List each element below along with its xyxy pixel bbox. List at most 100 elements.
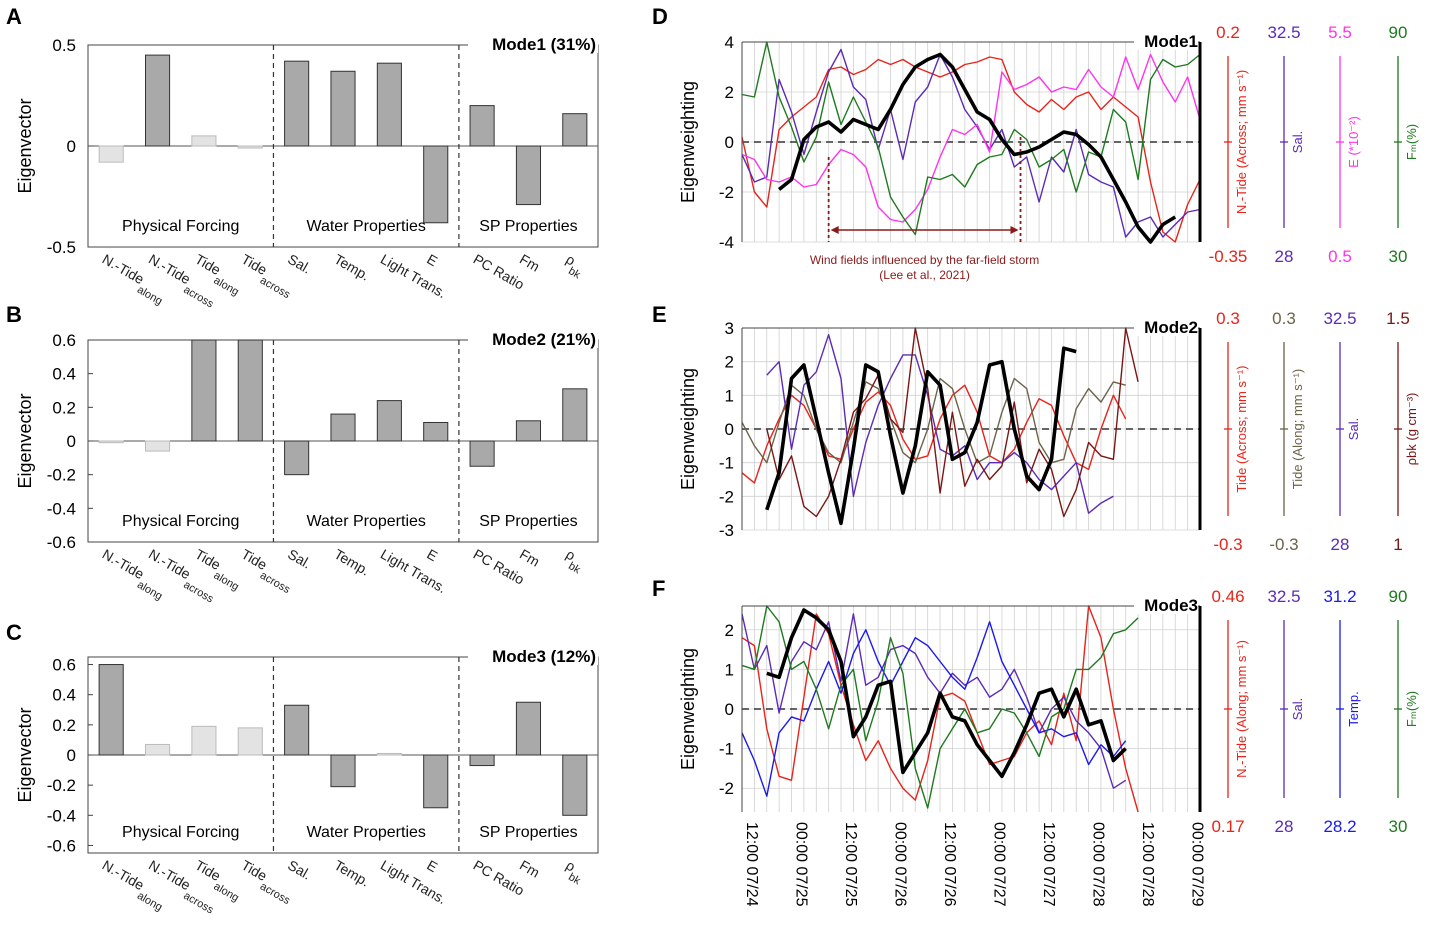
scale-top-value: 90: [1389, 23, 1408, 42]
bar-2: [191, 339, 217, 442]
category-main: PC Ratio: [471, 857, 528, 899]
panel-letter: A: [6, 4, 22, 29]
y-tick-label: -3: [719, 521, 734, 540]
category-label: E: [424, 546, 440, 565]
y-tick-label: 4: [725, 33, 734, 52]
bar-5: [330, 413, 356, 442]
y-tick-label: 2: [725, 353, 734, 372]
y-axis-label: Eigenvector: [15, 393, 35, 488]
category-main: N.-Tide: [146, 251, 193, 288]
y-axis-label: Eigenweighting: [678, 648, 698, 770]
title-background: [1134, 594, 1198, 614]
category-sub: across: [181, 284, 215, 311]
annotation-arrowhead-left: [830, 226, 839, 234]
title-background: [468, 31, 598, 53]
category-main: PC Ratio: [471, 546, 528, 588]
bar-panel-a: A 0.5 0 -0.5 Eigenvector Mode1 (31%) Physical …: [6, 4, 599, 311]
bar-5: [330, 754, 356, 788]
series-line-3: [766, 327, 1139, 518]
category-main: Sal.: [285, 857, 314, 883]
category-main: E: [424, 857, 440, 876]
category-main: Fm: [517, 857, 543, 881]
panel-title: Mode2 (21%): [492, 330, 596, 349]
group-label: SP Properties: [479, 218, 577, 235]
y-tick-label: -2: [719, 487, 734, 506]
group-label: Water Properties: [306, 218, 425, 235]
bar-7: [423, 421, 449, 442]
y-tick-label: -0.4: [47, 806, 76, 825]
left-bar-panels: A 0.5 0 -0.5 Eigenvector Mode1 (31%) Physical …: [6, 4, 599, 917]
bar-9: [515, 420, 542, 442]
scale-label: Temp.: [1346, 691, 1361, 726]
scale-label: N.-Tide (Across; mm s⁻¹): [1234, 70, 1249, 214]
title-background: [1134, 316, 1198, 336]
scale-label: Fₘ(%): [1404, 124, 1419, 160]
group-label: SP Properties: [479, 513, 577, 530]
panel-title: Mode2: [1144, 318, 1198, 337]
bar-0: [98, 664, 124, 756]
scale-label: N.-Tide (Along; mm s⁻¹): [1234, 640, 1249, 778]
series-line-4: [765, 346, 1077, 526]
y-tick-label: 0: [67, 746, 76, 765]
category-sub: along: [135, 890, 164, 914]
category-label: Fm: [517, 857, 543, 881]
bar-9: [515, 145, 542, 206]
date-tick-label: 00:00 07/29: [1189, 822, 1206, 907]
scale-bottom-value: 28: [1331, 535, 1350, 554]
scale-label: Sal.: [1290, 131, 1305, 153]
category-main: N.-Tide: [100, 251, 147, 288]
category-main: Temp.: [332, 857, 373, 890]
panel-title: Mode3: [1144, 596, 1198, 615]
y-axis-label: Eigenvector: [15, 98, 35, 193]
y-tick-label: 0: [725, 700, 734, 719]
scale-label: Tide (Along; mm s⁻¹): [1290, 369, 1305, 490]
bar-10: [562, 113, 588, 147]
category-main: Tide: [192, 857, 223, 884]
y-tick-label: 1: [725, 660, 734, 679]
category-label: Temp.: [332, 251, 373, 284]
bar-7: [423, 754, 449, 809]
scale-bottom-value: 28.2: [1323, 817, 1356, 836]
y-tick-label: 0: [67, 137, 76, 156]
bar-8: [469, 754, 495, 767]
category-label: Fm: [517, 251, 543, 275]
series-line-2: [741, 621, 1127, 797]
y-tick-label: 0.6: [52, 331, 76, 350]
scale-top-value: 0.46: [1211, 587, 1244, 606]
series-line-1: [741, 48, 1201, 238]
category-sub: along: [212, 274, 241, 298]
category-sub: across: [258, 274, 292, 301]
bar-1: [144, 743, 171, 756]
date-tick-label: 12:00 07/28: [1139, 822, 1156, 907]
y-tick-label: 0.6: [52, 656, 76, 675]
scale-bottom-value: 28: [1275, 817, 1294, 836]
title-background: [1134, 30, 1198, 50]
category-sub: across: [258, 880, 292, 907]
category-sub: along: [212, 569, 241, 593]
category-label: Sal.: [285, 857, 314, 883]
group-label: Water Properties: [306, 513, 425, 530]
bar-7: [423, 145, 449, 224]
y-tick-label: -0.2: [47, 776, 76, 795]
scale-label: Sal.: [1290, 698, 1305, 720]
scale-label: ρbk (g cm⁻³): [1404, 393, 1419, 466]
category-main: N.-Tide: [146, 857, 193, 894]
panel-letter: B: [6, 302, 22, 327]
category-main: Fm: [517, 251, 543, 275]
category-sub: across: [181, 890, 215, 917]
date-tick-label: 00:00 07/27: [991, 822, 1008, 907]
group-label: SP Properties: [479, 824, 577, 841]
bar-3: [237, 339, 263, 442]
category-main: Sal.: [285, 251, 314, 277]
panel-letter: C: [6, 620, 22, 645]
scale-label: E (*10⁻²): [1346, 116, 1361, 168]
panel-letter: F: [652, 576, 665, 601]
category-label: Sal.: [285, 546, 314, 572]
y-axis-label: Eigenvector: [15, 707, 35, 802]
scale-top-value: 32.5: [1323, 309, 1356, 328]
bar-3: [237, 145, 263, 149]
timeseries-panel-e: E 3 2 1 0 -1 -2 -3 Eigenweighting Mode2 0.3 -0.3 Tid…: [652, 302, 1419, 554]
annotation-arrowhead-right: [1010, 226, 1019, 234]
y-tick-label: -2: [719, 183, 734, 202]
scale-bottom-value: -0.3: [1269, 535, 1298, 554]
